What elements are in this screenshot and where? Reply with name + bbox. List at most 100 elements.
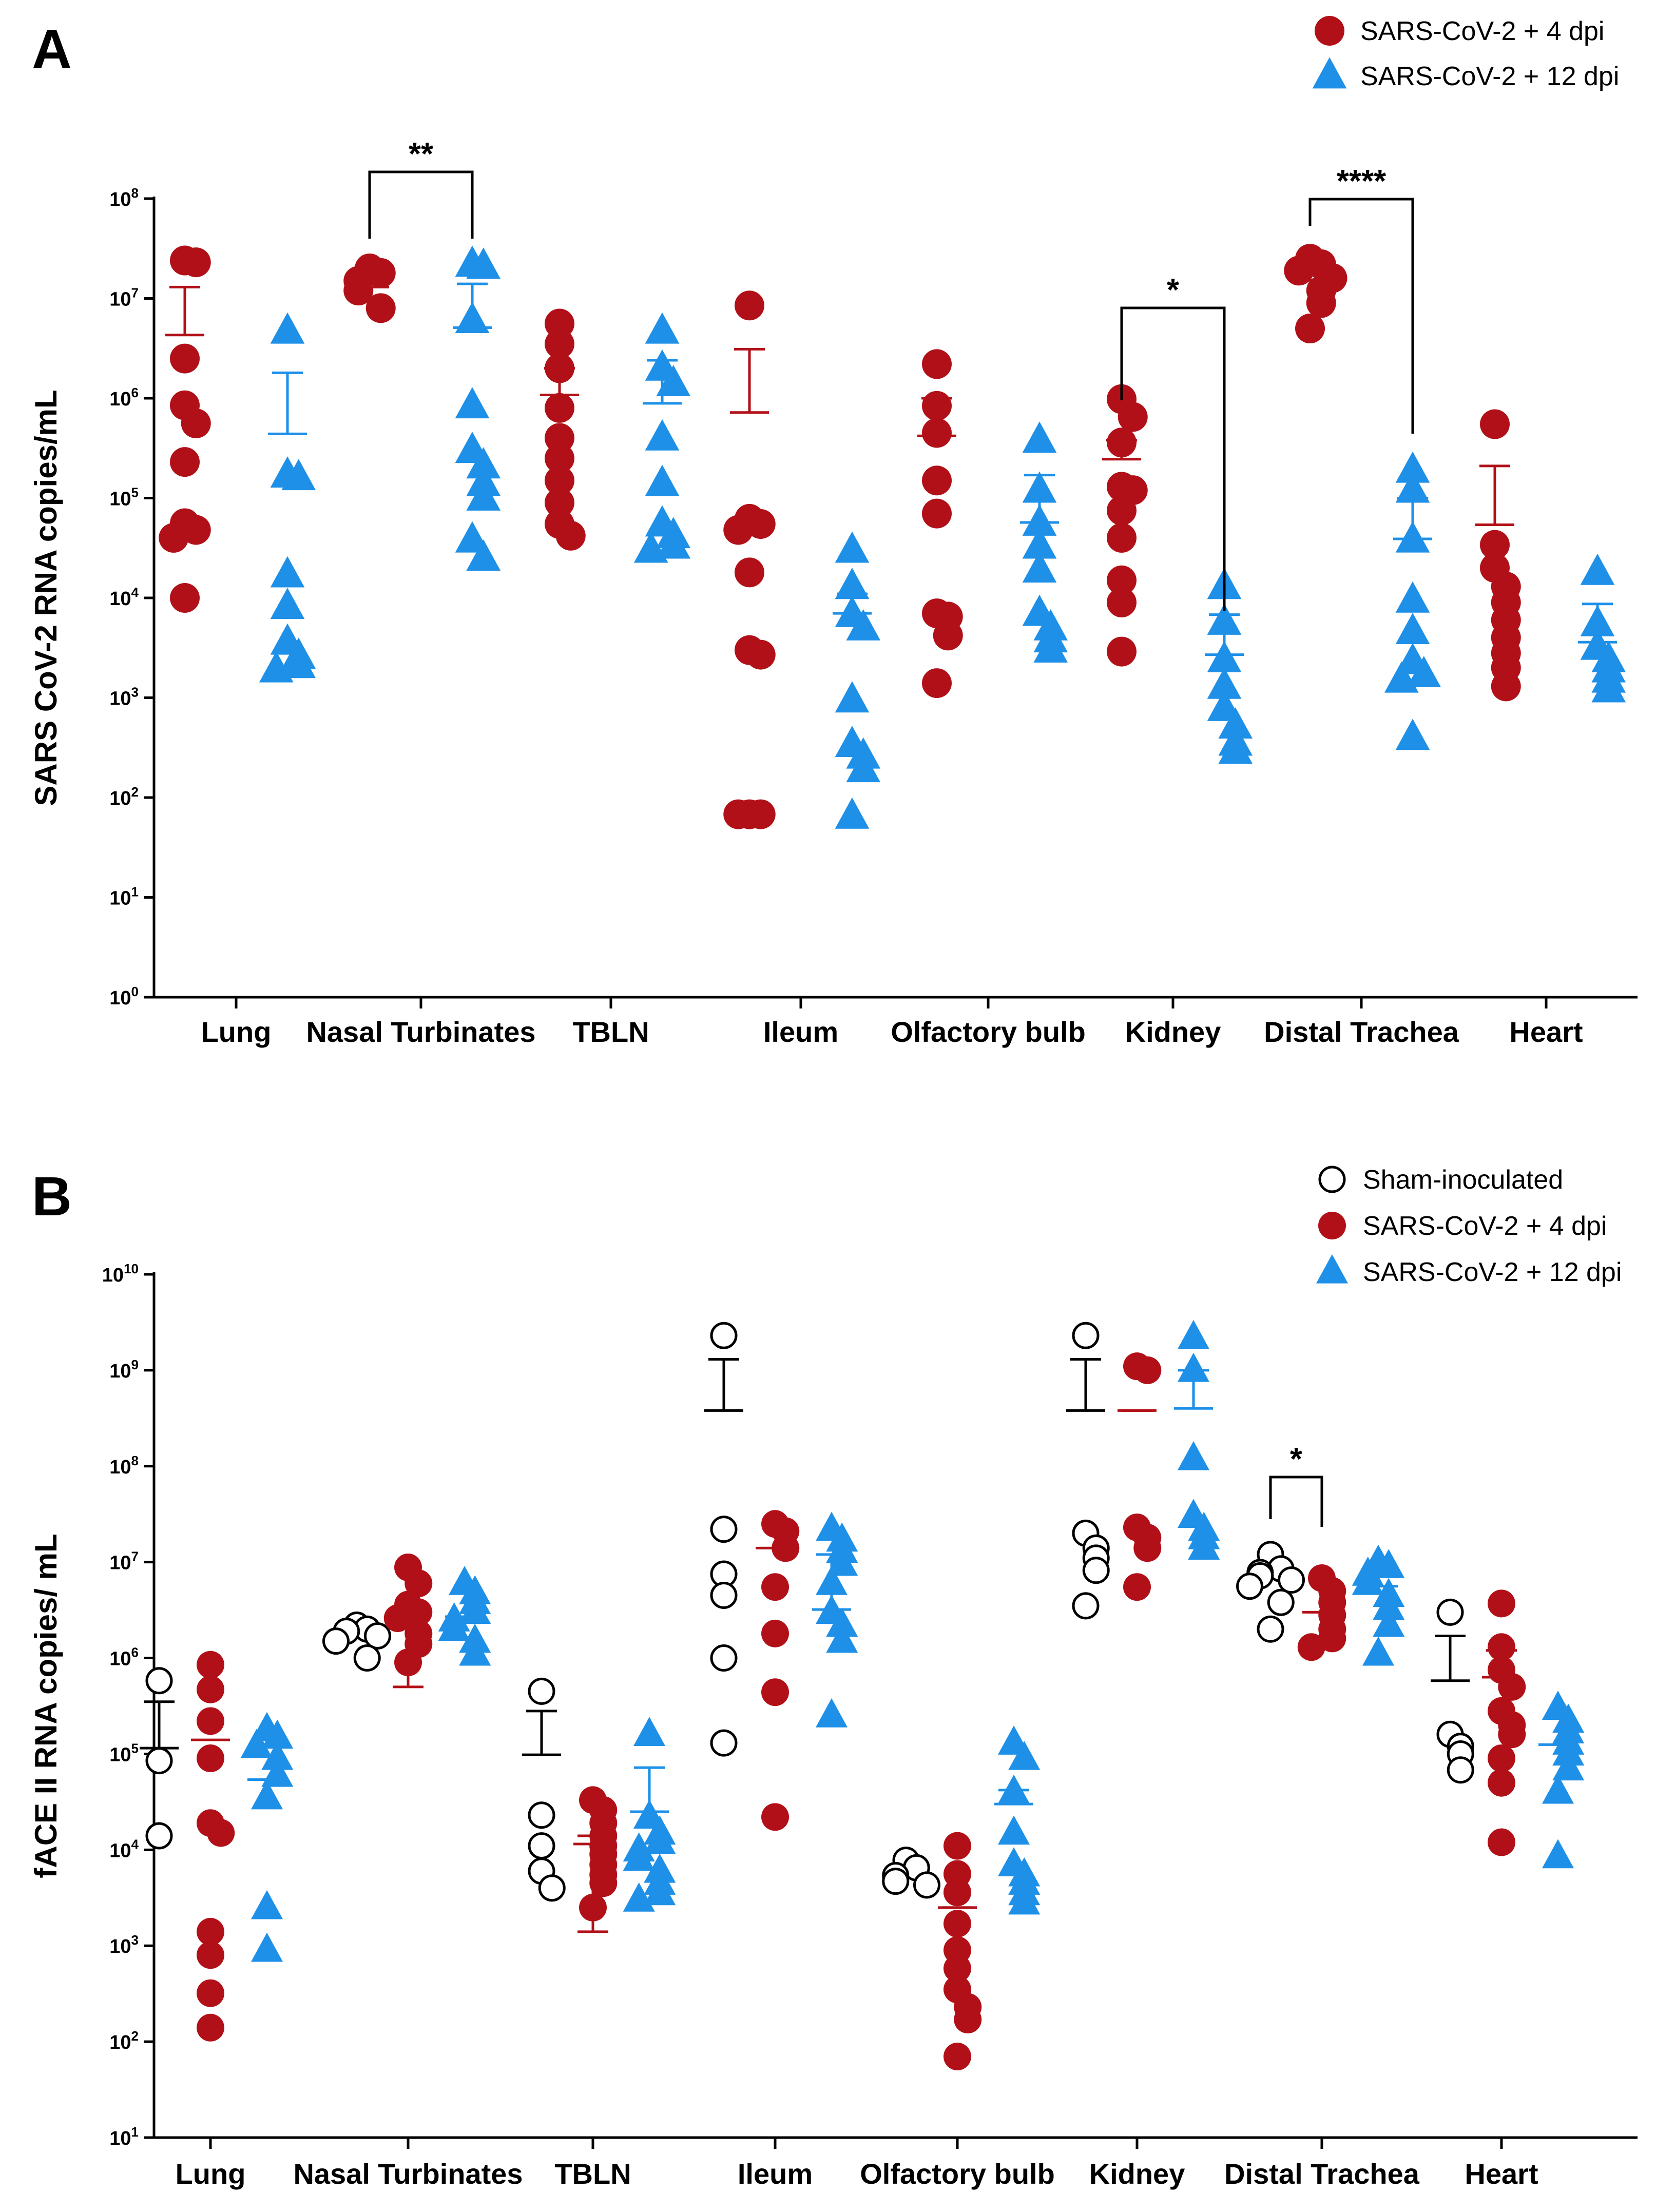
data-point-open-circle [710,1322,738,1349]
data-point-triangle [1362,1636,1395,1666]
data-point-triangle [645,419,680,451]
panel-a-legend: SARS-CoV-2 + 4 dpi SARS-CoV-2 + 12 dpi [1312,16,1619,91]
data-point-triangle [835,797,870,829]
data-point-circle [933,620,963,651]
data-point-triangle [1207,641,1242,672]
x-tick-label-ileum: Ileum [763,1016,838,1048]
legend-label: SARS-CoV-2 + 12 dpi [1360,62,1619,91]
data-point-circle [922,391,952,421]
data-point-triangle [259,651,294,683]
y-tick-label: 107 [109,285,139,311]
data-point-triangle [644,1825,676,1854]
data-point-circle [1498,1673,1526,1701]
data-point-triangle [997,1815,1030,1845]
data-point-circle [170,447,200,477]
data-point-circle [943,2043,971,2071]
data-point-triangle [1008,1740,1041,1770]
data-point-triangle [633,531,668,563]
data-point-circle [1107,636,1137,667]
data-point-triangle [455,387,490,419]
data-point-circle [405,1598,433,1626]
data-point-circle [365,293,396,323]
legend-label: Sham-inoculated [1363,1165,1563,1195]
data-point-open-circle [1278,1566,1305,1594]
data-point-circle [197,1744,224,1772]
data-point-triangle [281,459,316,491]
data-point-circle [1118,402,1148,432]
data-point-triangle [1395,613,1430,644]
significance-bracket [368,170,474,239]
data-point-triangle [1022,504,1057,536]
data-point-triangle [1373,1549,1405,1578]
significance-label: * [1167,273,1180,308]
data-point-circle [745,509,776,539]
data-point-circle [761,1803,789,1831]
data-point-triangle [251,1780,283,1810]
significance-label: * [1290,1442,1303,1477]
data-point-open-circle [710,1729,738,1757]
data-point-circle [545,488,574,518]
data-point-circle [555,520,586,551]
data-point-triangle [1384,661,1419,693]
data-point-circle [1133,1356,1162,1384]
data-point-triangle [1008,1885,1041,1915]
data-point-circle [761,1678,789,1706]
data-point-open-circle [882,1868,910,1895]
data-point-triangle [261,1757,294,1787]
data-point-circle [1318,1624,1346,1653]
data-point-circle [1297,1633,1325,1661]
y-tick-label: 109 [109,1357,139,1382]
data-point-circle [1123,1573,1151,1601]
data-point-triangle [1218,732,1253,764]
data-point-circle [1295,314,1325,344]
data-point-triangle [1188,1530,1220,1560]
data-point-triangle [466,247,501,279]
data-point-triangle [1395,451,1430,483]
data-point-triangle [826,1546,858,1576]
data-point-triangle [645,464,680,496]
data-point-triangle [1177,1441,1210,1470]
x-tick-label-distal-trachea: Distal Trachea [1224,2158,1420,2190]
data-point-circle [922,465,952,496]
y-tick-label: 106 [109,1645,139,1670]
data-point-open-circle [1082,1557,1110,1584]
panel-b-label: B [32,1165,72,1227]
data-point-circle [922,498,952,529]
significance-label: ** [409,137,434,172]
data-point-circle [954,2006,982,2034]
legend-marker-triangle [1312,57,1347,89]
data-point-triangle [1542,1839,1574,1869]
data-point-circle [545,329,574,359]
data-point-triangle [1207,603,1242,635]
data-point-circle [1488,1769,1515,1797]
data-point-circle [723,799,754,829]
data-point-triangle [251,1890,283,1919]
data-point-triangle [1395,471,1430,503]
y-tick-label: 108 [109,185,139,210]
panel-b-points [145,1320,1585,2071]
data-point-triangle [1395,521,1430,553]
data-point-circle [170,343,200,374]
data-point-circle [545,353,574,383]
y-tick-label: 100 [109,984,139,1009]
data-point-circle [197,1707,224,1735]
data-point-triangle [1352,1566,1384,1595]
y-tick-label: 106 [109,385,139,410]
data-point-triangle [459,1595,491,1624]
x-tick-label-heart: Heart [1509,1016,1583,1048]
data-point-open-circle [322,1627,350,1655]
panel-b-y-ticks: 101 102 103 104 105 106 107 108 109 1010 [102,1261,154,2149]
data-point-triangle [261,1740,294,1770]
data-point-open-circle [1072,1592,1100,1620]
significance-bracket [1120,306,1226,611]
data-point-circle [343,276,374,306]
data-point-triangle [623,1841,655,1871]
data-point-circle [1107,428,1137,458]
data-point-circle [197,1675,224,1703]
data-point-circle [745,799,776,829]
data-point-triangle [835,568,870,599]
data-point-triangle [826,1607,858,1637]
data-point-circle [1133,1534,1162,1562]
data-point-triangle [1373,1607,1405,1637]
data-point-circle [589,1869,618,1897]
